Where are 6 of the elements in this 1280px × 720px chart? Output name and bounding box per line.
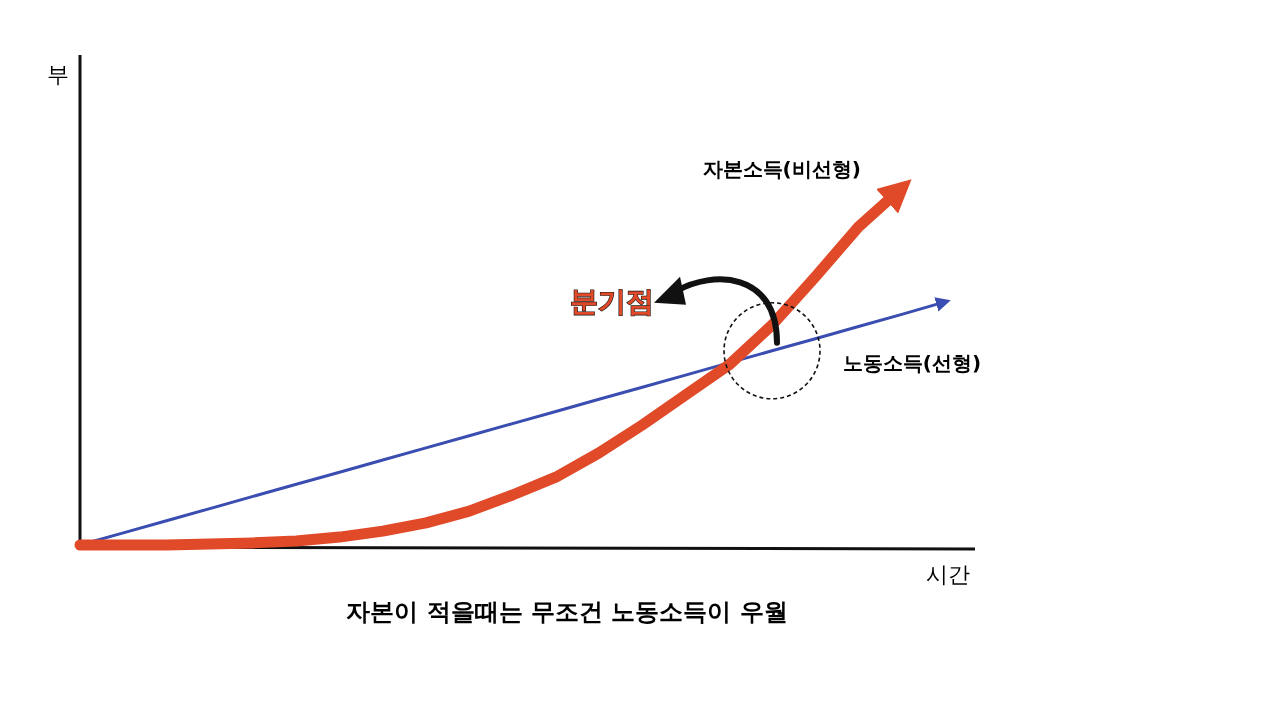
- series-label: 자본소득(비선형): [702, 157, 861, 181]
- y-axis-title: 부: [47, 62, 69, 87]
- annotation: 분기점: [570, 284, 654, 318]
- series-label: 노동소득(선형): [842, 350, 982, 375]
- text: 자본이 적을때는 무조건 노동소득이 우월: [346, 598, 788, 626]
- x-axis-title: 시간: [926, 562, 970, 587]
